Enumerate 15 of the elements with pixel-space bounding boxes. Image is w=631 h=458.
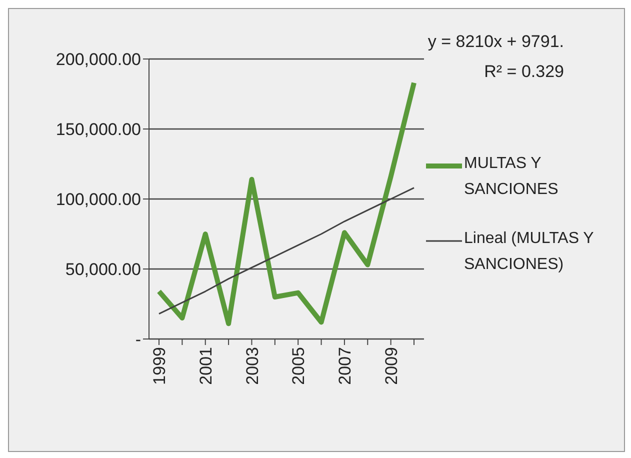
- y-tick-label: 150,000.00: [56, 120, 141, 140]
- x-tick-label: 2007: [336, 347, 355, 385]
- x-tick-label: 2009: [382, 347, 401, 385]
- legend-label: MULTAS Y SANCIONES: [464, 154, 560, 200]
- y-tick-label: -: [135, 330, 141, 350]
- legend-label: Lineal (MULTAS Y SANCIONES): [464, 229, 595, 275]
- x-tick-label: 2005: [289, 347, 308, 385]
- y-tick-label: 200,000.00: [56, 50, 141, 70]
- y-tick-label: 50,000.00: [65, 260, 141, 280]
- y-tick-label: 100,000.00: [56, 190, 141, 210]
- x-tick-label: 1999: [150, 347, 170, 385]
- x-tick-label: 2001: [196, 347, 216, 385]
- text: R² = 0.329: [483, 61, 564, 83]
- text: y = 8210x + 9791.: [428, 31, 564, 53]
- x-tick-label: 2003: [242, 347, 262, 385]
